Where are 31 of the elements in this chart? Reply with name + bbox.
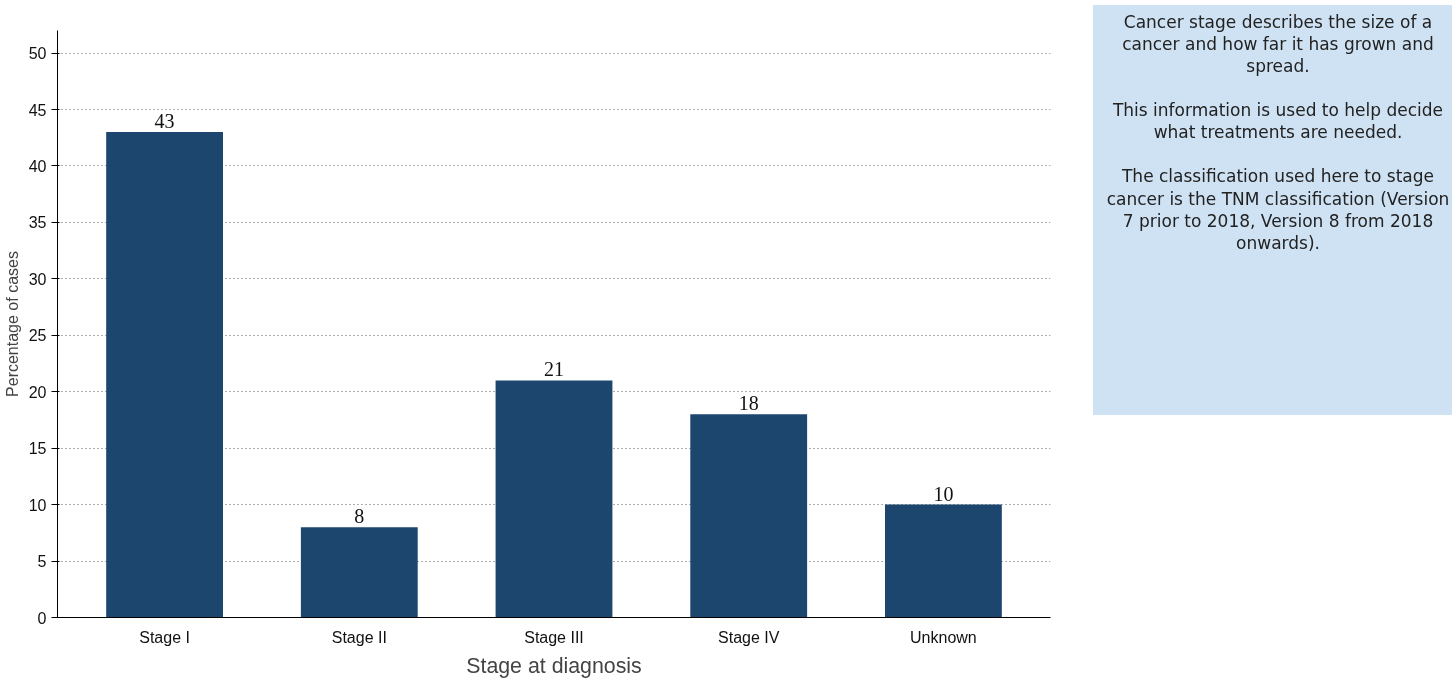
x-tick-label: Stage III xyxy=(524,628,584,646)
x-tick-label: Stage IV xyxy=(718,628,780,646)
y-tick-label: 45 xyxy=(28,101,47,119)
x-tick-label: Stage I xyxy=(139,628,190,646)
text: Cancer stage describes the size of a cancer and how far it has grown and spread. xyxy=(1121,11,1435,78)
text: The classification used here to stage cancer is the TNM classification (Version 7 prior to 2018, Version 8 from 2018 onwards). xyxy=(1105,165,1451,254)
y-tick-label: 40 xyxy=(28,157,47,175)
y-tick-label: 30 xyxy=(28,270,47,288)
x-tick-label: Stage II xyxy=(331,628,387,646)
bar xyxy=(300,527,418,618)
data-label: 8 xyxy=(354,505,365,528)
data-label: 43 xyxy=(154,110,175,133)
y-tick-label: 5 xyxy=(37,553,47,571)
y-tick-label: 0 xyxy=(37,609,47,627)
bar xyxy=(106,132,223,618)
y-axis-title: Percentage of cases xyxy=(3,251,21,397)
data-label: 21 xyxy=(544,358,564,381)
y-tick-label: 10 xyxy=(28,496,47,514)
data-label: 10 xyxy=(933,482,954,505)
y-tick-label: 15 xyxy=(28,440,47,458)
y-tick-label: 25 xyxy=(28,327,47,345)
y-tick-label: 20 xyxy=(28,383,47,401)
y-tick-label: 35 xyxy=(28,214,47,232)
bar xyxy=(885,504,1002,618)
x-tick-label: Unknown xyxy=(910,628,977,646)
bar xyxy=(495,380,613,618)
bar xyxy=(690,414,808,618)
data-label: 18 xyxy=(738,392,759,415)
text: This information is used to help decide what treatments are needed. xyxy=(1111,99,1445,144)
x-axis-title: Stage at diagnosis xyxy=(466,653,642,678)
y-tick-label: 50 xyxy=(28,45,47,63)
